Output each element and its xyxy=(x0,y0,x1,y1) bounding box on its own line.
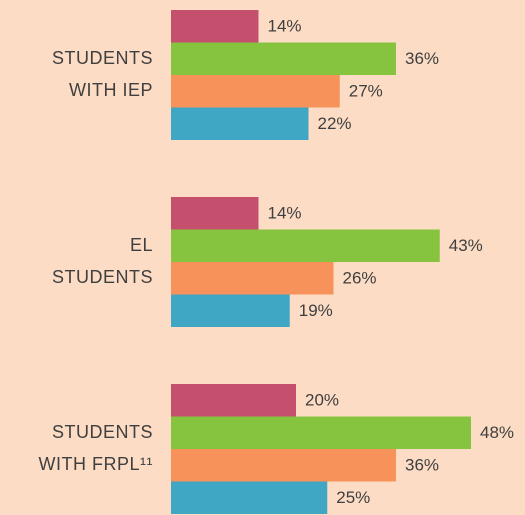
category-label: STUDENTS xyxy=(52,267,153,287)
value-label: 19% xyxy=(299,301,333,320)
value-label: 36% xyxy=(405,456,439,475)
value-label: 26% xyxy=(343,269,377,288)
bar xyxy=(171,449,396,482)
value-label: 22% xyxy=(318,114,352,133)
value-label: 25% xyxy=(336,488,370,507)
category-label: WITH FRPL¹¹ xyxy=(39,454,153,474)
bar xyxy=(171,294,290,327)
bar xyxy=(171,107,309,140)
bar xyxy=(171,42,396,75)
value-label: 36% xyxy=(405,49,439,68)
bar xyxy=(171,229,440,262)
category-label: EL xyxy=(130,235,153,255)
bar xyxy=(171,481,328,514)
value-label: 20% xyxy=(305,391,339,410)
value-label: 14% xyxy=(268,17,302,36)
category-label: STUDENTS xyxy=(52,48,153,68)
bar xyxy=(171,197,259,230)
bar xyxy=(171,75,340,108)
value-label: 14% xyxy=(268,204,302,223)
bar xyxy=(171,416,471,449)
value-label: 48% xyxy=(480,423,514,442)
bar xyxy=(171,384,296,417)
value-label: 43% xyxy=(449,236,483,255)
bar xyxy=(171,262,334,295)
category-label: WITH IEP xyxy=(69,80,153,100)
category-label: STUDENTS xyxy=(52,422,153,442)
value-label: 27% xyxy=(349,82,383,101)
bar xyxy=(171,10,259,43)
